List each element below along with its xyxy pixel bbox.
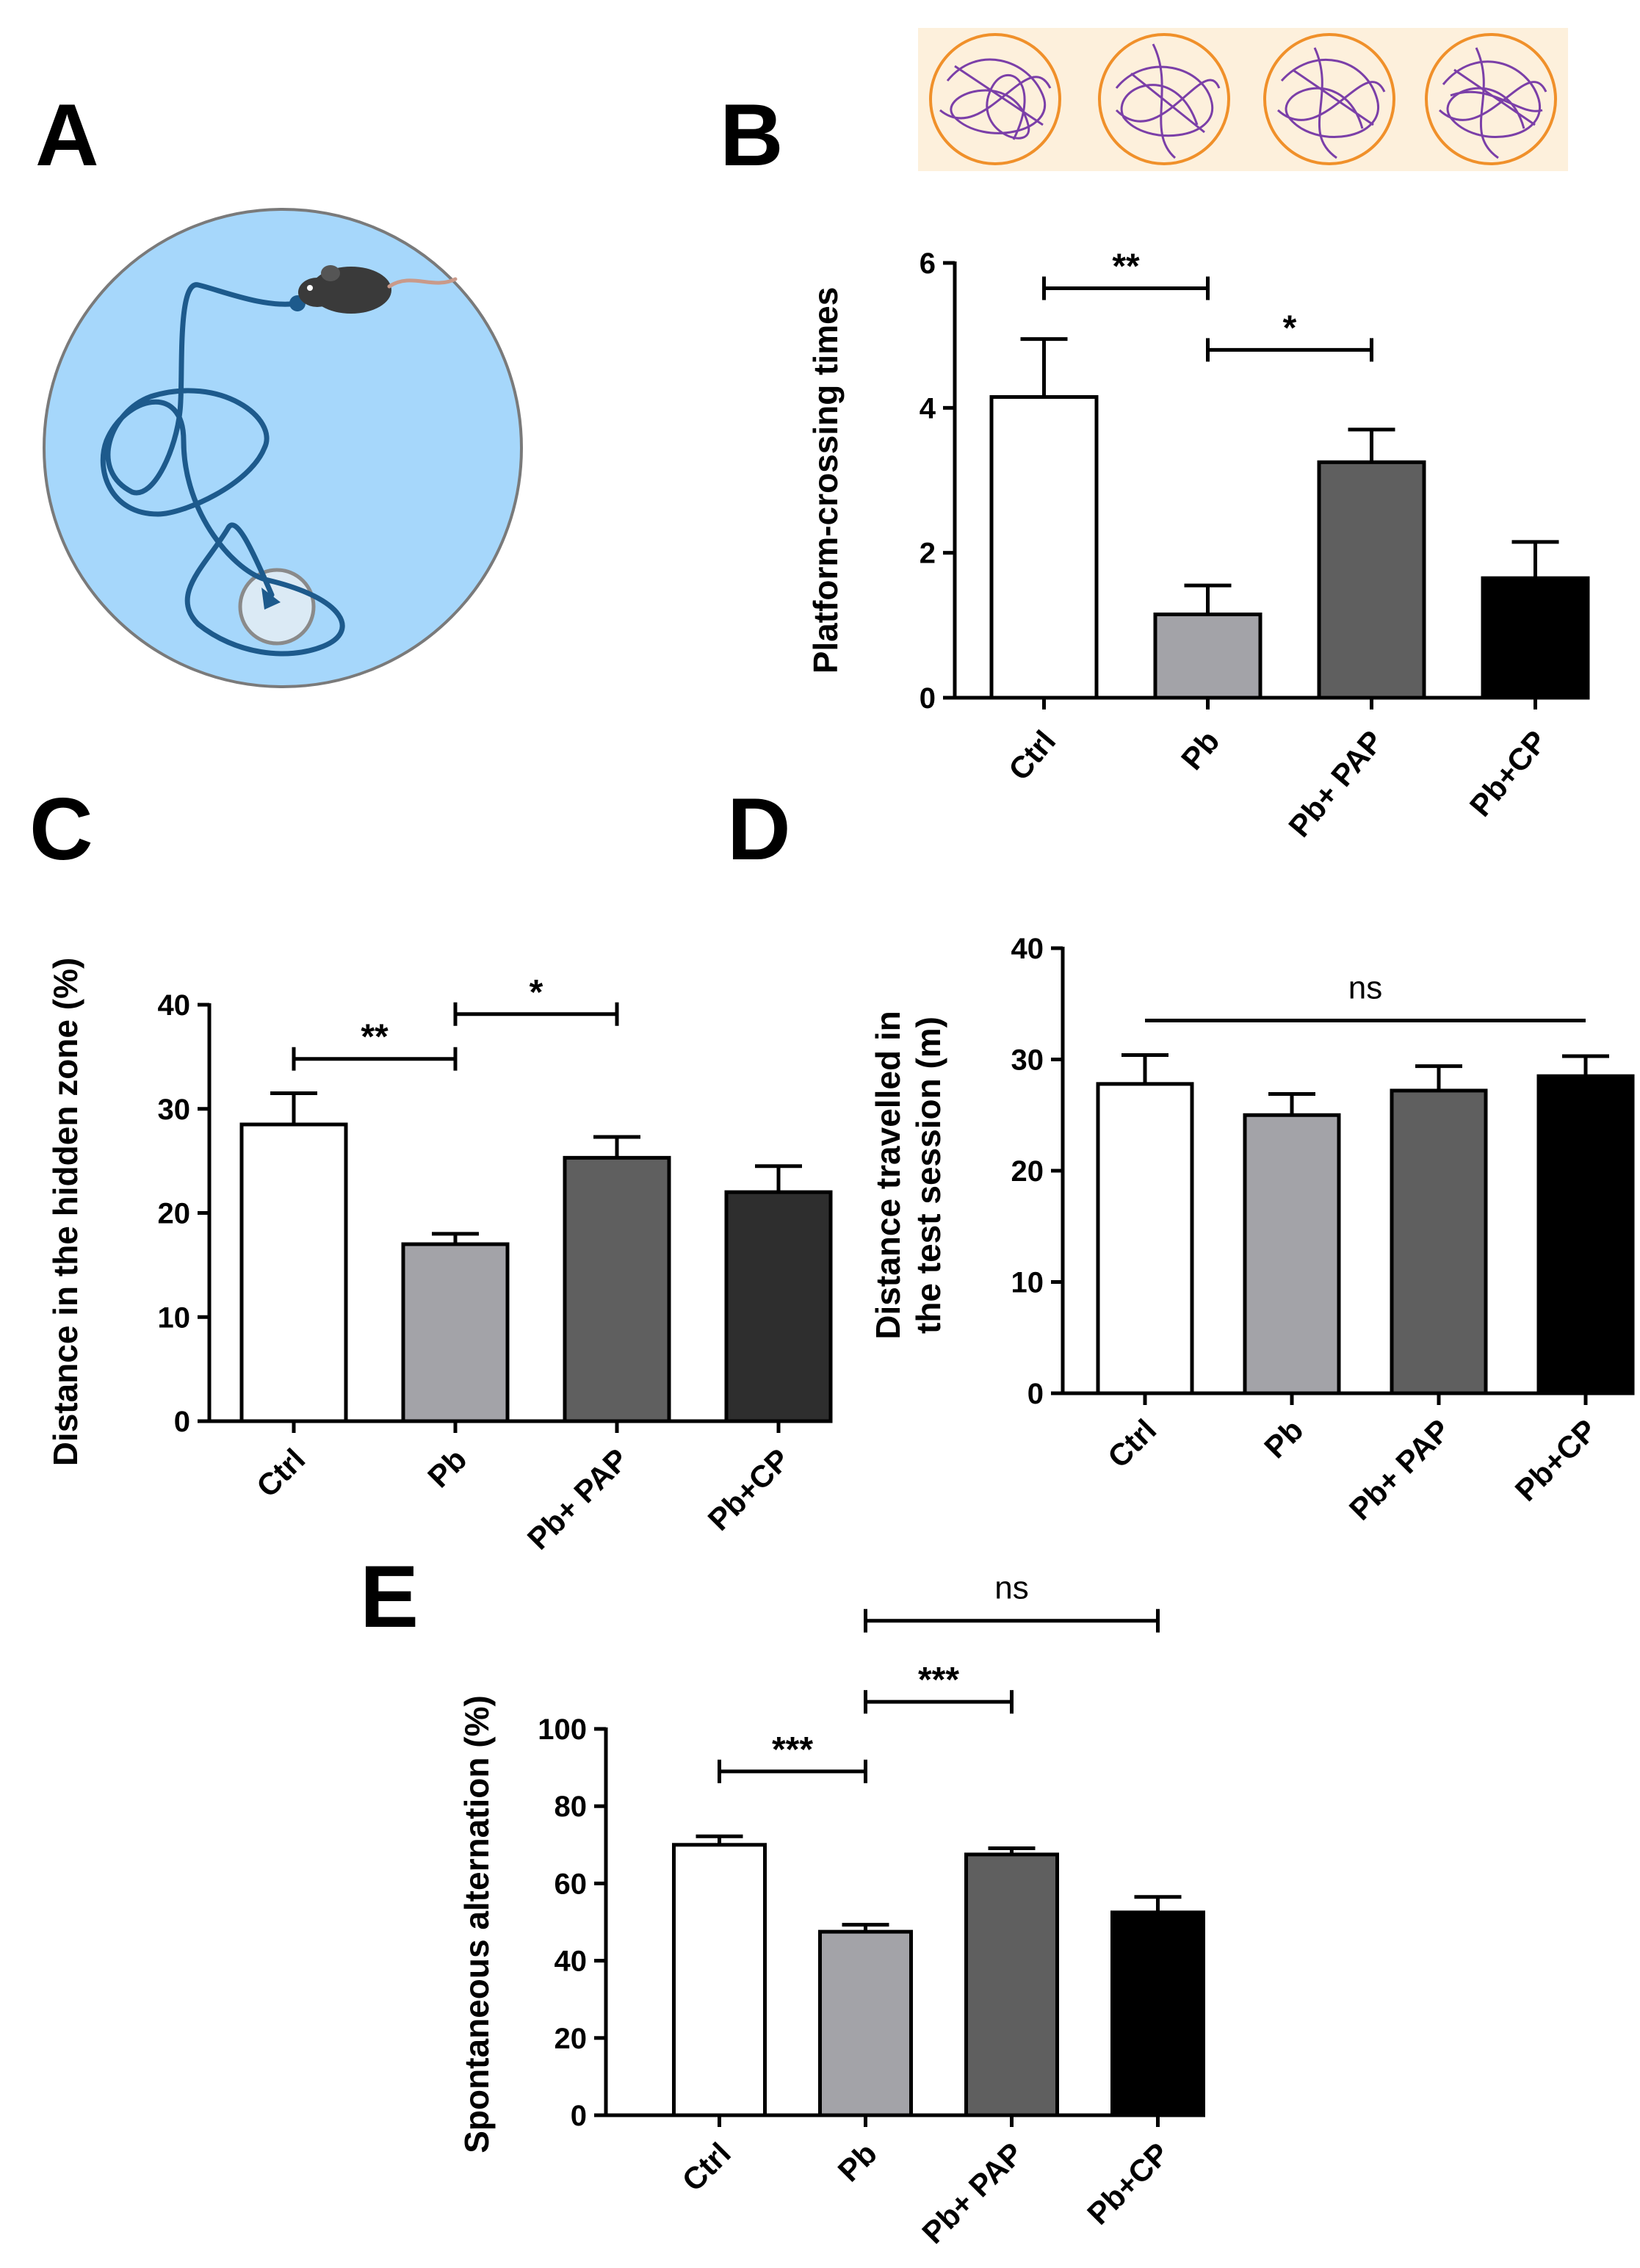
track-strip-background: [918, 28, 1568, 171]
bar-pb-pap: [964, 1852, 1059, 2117]
track-thumbnail-ctrl: [929, 33, 1061, 165]
bar-pb-cp: [1536, 1074, 1635, 1395]
maze-pool: [43, 208, 523, 688]
y-tick-label: 40: [555, 1946, 588, 1978]
bar-ctrl: [989, 395, 1099, 700]
bar-pb: [818, 1929, 913, 2117]
significance-label: ***: [918, 1661, 959, 1700]
y-tick-label: 30: [1011, 1044, 1044, 1077]
significance-label: ns: [994, 1570, 1028, 1606]
bar-pb: [1243, 1113, 1341, 1395]
category-label: Pb: [1174, 724, 1227, 776]
y-tick-label: 0: [920, 682, 936, 715]
panel-letter-b: B: [720, 86, 784, 184]
y-axis-title-line: the test session (m): [909, 1016, 947, 1334]
y-tick-label: 0: [571, 2100, 587, 2132]
significance-label: **: [361, 1018, 389, 1057]
swim-path-arrowhead: [261, 588, 281, 610]
bar-pb: [401, 1242, 510, 1423]
bar-pb-pap: [1390, 1088, 1488, 1395]
track-thumbnail-pb-cp: [1425, 33, 1557, 165]
category-label: Pb: [1257, 1412, 1310, 1465]
bar-ctrl: [672, 1843, 767, 2117]
chart-platform-crossing: 0 2 4 6 Platform-crossing times Ctrl Pb Pb+ PAP…: [806, 248, 1590, 844]
panel-letter-d: D: [727, 780, 791, 878]
y-tick-label: 60: [555, 1868, 588, 1900]
y-tick-label: 100: [538, 1713, 587, 1746]
bar-pb: [1153, 613, 1262, 700]
water-maze-illustration: [43, 208, 523, 688]
y-tick-label: 0: [174, 1406, 190, 1438]
y-tick-label: 80: [555, 1791, 588, 1823]
category-label: Pb: [831, 2136, 884, 2188]
significance-label: ns: [1348, 969, 1382, 1005]
category-label: Pb+CP: [1463, 724, 1554, 823]
y-tick-label: 6: [920, 248, 936, 280]
y-tick-label: 40: [158, 989, 191, 1022]
category-label: Ctrl: [1002, 724, 1063, 787]
category-label: Ctrl: [250, 1442, 311, 1503]
chart-hidden-zone-distance: 0 10 20 30 40 Distance in the hidden zone (%)…: [46, 958, 833, 1556]
bar-pb-cp: [1110, 1910, 1205, 2117]
category-label: Pb+ PAP: [1282, 724, 1390, 844]
bar-pb-cp: [1481, 576, 1590, 700]
significance-label: *: [1283, 308, 1297, 347]
y-tick-label: 0: [1027, 1378, 1044, 1410]
panel-letter-e: E: [360, 1547, 419, 1646]
swim-track-thumbnails: [918, 28, 1568, 171]
category-label: Pb+CP: [1509, 1412, 1604, 1508]
bar-ctrl: [239, 1122, 348, 1423]
category-label: Pb: [421, 1442, 473, 1494]
bar-pb-pap: [1317, 460, 1426, 700]
y-tick-label: 30: [158, 1094, 191, 1126]
swim-path: [100, 282, 345, 657]
bar-pb-cp: [724, 1190, 833, 1423]
y-axis-title: Distance in the hidden zone (%): [46, 958, 84, 1467]
y-tick-label: 10: [1011, 1267, 1044, 1299]
y-axis-title-line: Distance travelled in: [869, 1011, 907, 1339]
y-tick-label: 2: [920, 538, 936, 570]
track-thumbnail-pb-pap: [1263, 33, 1395, 165]
track-thumbnail-pb: [1098, 33, 1230, 165]
category-label: Pb+CP: [701, 1442, 797, 1537]
significance-label: ***: [772, 1730, 813, 1769]
category-label: Pb+ PAP: [521, 1442, 635, 1556]
y-tick-label: 4: [920, 392, 936, 425]
category-label: Pb+CP: [1080, 2136, 1176, 2231]
y-tick-label: 10: [158, 1301, 191, 1334]
y-axis-title: Spontaneous alternation (%): [458, 1695, 496, 2153]
y-tick-label: 40: [1011, 933, 1044, 965]
bar-ctrl: [1096, 1082, 1194, 1395]
panel-letter-a: A: [35, 86, 99, 184]
y-axis-title: Platform-crossing times: [806, 287, 845, 674]
category-label: Ctrl: [675, 2136, 737, 2197]
chart-distance-travelled: 0 10 20 30 40 Distance travelled in the test s…: [869, 933, 1635, 1527]
chart-spontaneous-alternation: 0 20 40 60 80 100 Spontaneous alternation (%) C…: [458, 1570, 1205, 2250]
category-label: Ctrl: [1101, 1412, 1163, 1474]
significance-label: *: [530, 973, 543, 1012]
panel-letter-c: C: [29, 780, 93, 878]
y-tick-label: 20: [1011, 1155, 1044, 1188]
y-tick-label: 20: [555, 2023, 588, 2055]
significance-label: **: [1112, 248, 1140, 286]
category-label: Pb+ PAP: [915, 2136, 1030, 2250]
y-tick-label: 20: [158, 1198, 191, 1230]
category-label: Pb+ PAP: [1343, 1412, 1457, 1527]
bar-pb-pap: [563, 1155, 671, 1423]
mouse-icon: [298, 265, 458, 314]
